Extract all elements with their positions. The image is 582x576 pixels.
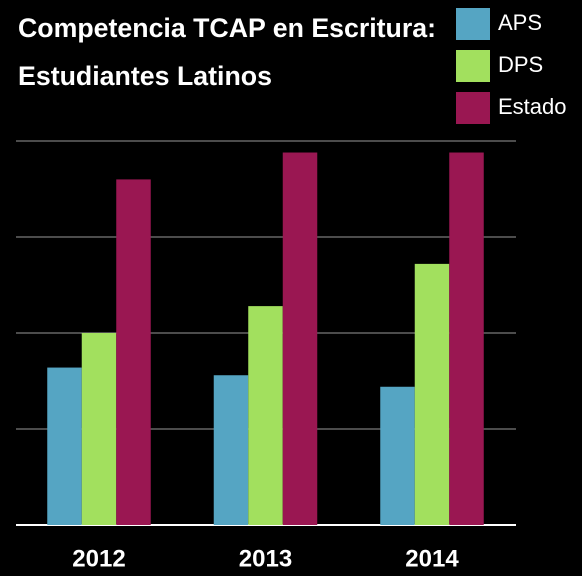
bar (282, 152, 318, 525)
chart-title: Competencia TCAP en Escritura: (18, 13, 436, 43)
x-tick-label: 2013 (239, 545, 292, 572)
chart-title: Estudiantes Latinos (18, 61, 272, 91)
legend-label: APS (498, 10, 542, 35)
legend-swatch (456, 50, 490, 82)
legend-label: DPS (498, 52, 543, 77)
bar (116, 179, 151, 525)
x-tick-label: 2014 (405, 545, 459, 572)
bar (380, 386, 415, 525)
bar (248, 306, 283, 525)
legend-label: Estado (498, 94, 567, 119)
bar (81, 333, 117, 525)
bar (213, 375, 249, 525)
x-tick-label: 2012 (72, 545, 125, 572)
bar (47, 367, 82, 525)
bar (449, 152, 484, 525)
legend-swatch (456, 8, 490, 40)
legend-swatch (456, 92, 490, 124)
bar (414, 263, 450, 525)
